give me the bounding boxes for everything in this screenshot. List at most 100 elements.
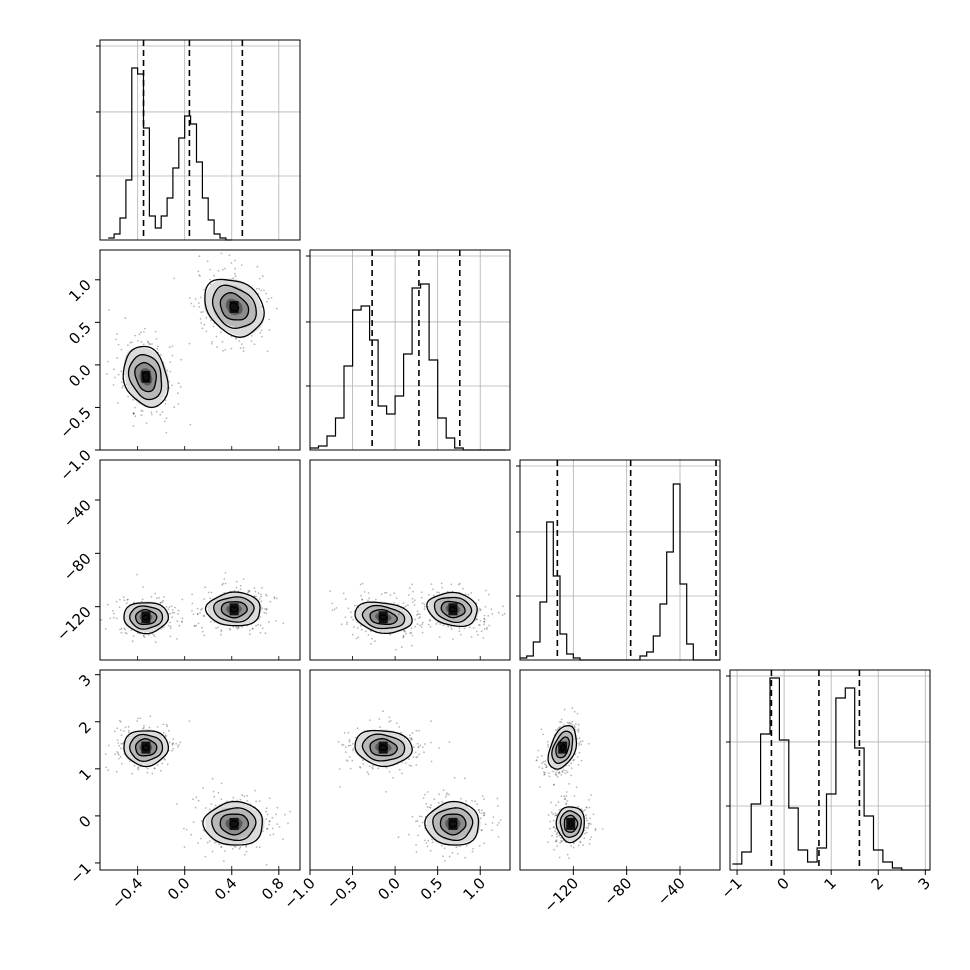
sample-point (175, 742, 178, 745)
sample-point (118, 719, 121, 722)
sample-point (173, 277, 176, 280)
sample-point (249, 633, 251, 636)
sample-point (268, 820, 271, 823)
sample-point (557, 801, 560, 804)
sample-point (441, 800, 443, 803)
sample-point (333, 608, 336, 611)
sample-point (329, 590, 331, 593)
sample-point (162, 731, 165, 734)
sample-point (420, 596, 423, 599)
sample-point (275, 620, 277, 622)
sample-point (105, 373, 108, 375)
sample-point (211, 850, 214, 853)
sample-point (136, 573, 139, 576)
sample-point (555, 814, 558, 817)
sample-point (134, 406, 137, 409)
sample-point (423, 605, 426, 608)
sample-point (165, 417, 168, 419)
sample-point (572, 842, 575, 845)
sample-point (439, 623, 441, 625)
sample-point (368, 765, 371, 768)
sample-point (563, 708, 566, 711)
sample-point (199, 275, 201, 277)
sample-point (446, 792, 448, 794)
sample-point (191, 610, 193, 612)
sample-point (562, 769, 565, 771)
sample-point (575, 786, 578, 789)
sample-point (282, 838, 284, 840)
sample-point (220, 782, 223, 785)
sample-point (555, 814, 558, 817)
sample-point (242, 578, 245, 580)
sample-point (401, 772, 403, 775)
sample-point (172, 742, 175, 745)
sample-point (578, 744, 581, 746)
sample-point (584, 832, 586, 835)
sample-point (558, 771, 561, 774)
sample-point (501, 614, 504, 616)
sample-point (463, 627, 466, 630)
sample-point (196, 612, 199, 615)
sample-point (154, 641, 157, 644)
sample-point (254, 590, 257, 593)
density-peak (229, 817, 239, 830)
sample-point (172, 738, 175, 740)
sample-point (481, 795, 484, 798)
sample-point (272, 833, 275, 836)
sample-point (146, 340, 149, 343)
x-tick-label: −0.4 (108, 874, 146, 912)
sample-point (246, 799, 249, 802)
sample-point (388, 771, 391, 773)
sample-point (143, 331, 145, 333)
sample-point (235, 626, 238, 628)
sample-point (116, 727, 119, 730)
histogram-step-line (310, 283, 506, 451)
sample-point (491, 613, 494, 615)
x-tick-label: 0 (773, 874, 792, 893)
contour-line (229, 302, 240, 312)
sample-point (389, 594, 392, 596)
sample-point (564, 797, 566, 800)
sample-point (220, 331, 222, 334)
sample-point (189, 297, 191, 299)
sample-point (558, 771, 560, 774)
x-tick-label: 2 (868, 874, 887, 893)
sample-point (235, 580, 238, 583)
sample-point (470, 592, 473, 594)
sample-point (265, 807, 268, 810)
sample-point (154, 330, 157, 333)
sample-point (547, 814, 550, 816)
sample-point (349, 744, 352, 747)
sample-point (423, 608, 426, 610)
sample-point (480, 812, 483, 815)
sample-point (588, 842, 591, 845)
sample-point (572, 759, 575, 762)
sample-point (499, 819, 502, 821)
sample-point (458, 630, 461, 632)
sample-point (354, 736, 357, 739)
sample-point (447, 625, 449, 628)
sample-point (162, 599, 165, 602)
sample-point (352, 749, 354, 752)
sample-point (269, 600, 272, 603)
sample-point (560, 840, 563, 843)
sample-point (558, 726, 560, 729)
sample-point (415, 756, 418, 759)
sample-point (127, 731, 130, 734)
sample-point (441, 845, 443, 847)
sample-point (590, 794, 592, 796)
sample-point (450, 628, 453, 630)
sample-point (168, 606, 171, 609)
sample-point (589, 838, 592, 841)
sample-point (232, 277, 235, 279)
sample-point (404, 630, 406, 633)
sample-point (541, 762, 543, 765)
sample-point (148, 342, 151, 345)
sample-point (258, 277, 261, 280)
sample-point (428, 806, 431, 809)
sample-point (259, 631, 262, 634)
sample-point (570, 762, 573, 765)
sample-point (150, 413, 153, 416)
sample-point (111, 610, 114, 612)
sample-point (193, 305, 195, 308)
